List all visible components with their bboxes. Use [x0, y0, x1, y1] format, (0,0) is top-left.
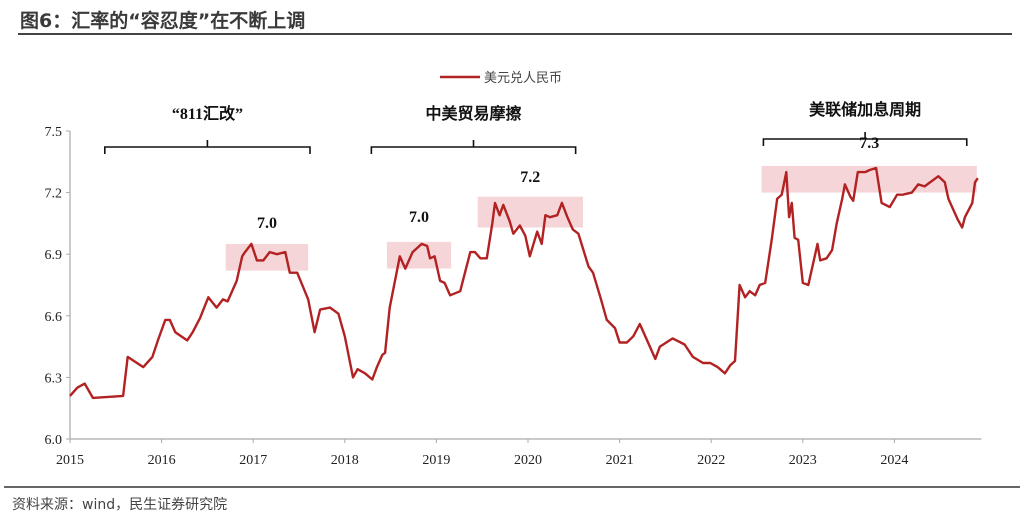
period-bracket	[104, 140, 311, 154]
y-tick-label: 6.9	[45, 248, 63, 263]
period-label: 中美贸易摩擦	[425, 104, 521, 123]
x-tick-label: 2019	[422, 453, 450, 468]
period-bracket	[370, 140, 577, 154]
figure-title: 图6：汇率的“容忍度”在不断上调	[20, 10, 306, 32]
x-tick-label: 2020	[514, 453, 542, 468]
legend-label: 美元兑人民币	[484, 71, 562, 86]
y-tick-label: 7.2	[45, 187, 63, 202]
source-note: 资料来源：wind，民生证券研究院	[12, 497, 228, 513]
period-label: 美联储加息周期	[809, 100, 921, 119]
x-tick-label: 2017	[239, 453, 267, 468]
y-tick-label: 7.5	[45, 125, 63, 140]
period-brackets: “811汇改” 中美贸易摩擦 美联储加息周期	[104, 100, 968, 154]
axes: 6.0 6.3 6.6 6.9 7.2 7.5 2015 2016 2017 2018 2019 20…	[45, 125, 982, 468]
period-bracket	[762, 132, 968, 146]
x-tick-label: 2023	[789, 453, 817, 468]
band-label: 7.0	[257, 215, 277, 232]
title-divider	[18, 33, 1012, 35]
x-tick-label: 2022	[697, 453, 725, 468]
legend: 美元兑人民币	[440, 71, 562, 86]
x-tick-label: 2021	[606, 453, 634, 468]
band-label: 7.0	[409, 209, 429, 226]
band-label: 7.3	[859, 135, 879, 152]
band-label: 7.2	[520, 169, 540, 186]
source-divider	[4, 486, 1020, 488]
tolerance-bands: 7.0 7.0 7.2 7.3	[225, 135, 977, 271]
x-tick-label: 2018	[331, 453, 359, 468]
period-label: “811汇改”	[172, 104, 243, 123]
y-tick-label: 6.3	[45, 371, 63, 386]
x-tick-label: 2016	[148, 453, 176, 468]
x-tick-label: 2015	[56, 453, 84, 468]
y-tick-label: 6.0	[45, 433, 63, 448]
series-line-usdcny	[69, 166, 979, 400]
y-tick-label: 6.6	[45, 310, 63, 325]
x-tick-label: 2024	[880, 453, 908, 468]
